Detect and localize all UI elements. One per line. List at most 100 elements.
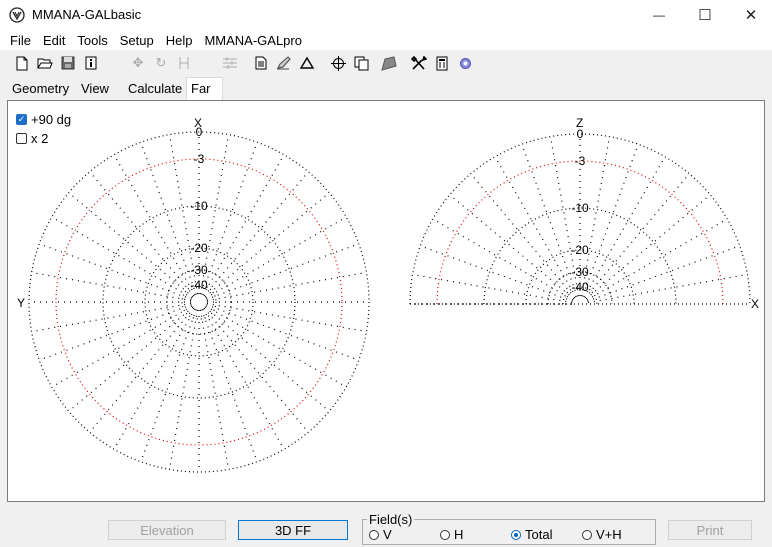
- shape-button[interactable]: [381, 55, 397, 71]
- rotate-icon: ↻: [155, 55, 167, 70]
- rotate-button[interactable]: ↻: [153, 55, 169, 71]
- align-button[interactable]: [222, 55, 238, 71]
- h-plot-spoke: [51, 216, 193, 299]
- open-folder-icon: [37, 58, 53, 69]
- field-vh-radio[interactable]: V+H: [582, 527, 622, 542]
- align-icon: [223, 57, 237, 69]
- h-plot-spoke: [203, 307, 309, 433]
- v-plot-spoke: [584, 173, 690, 299]
- crosshair-button[interactable]: [330, 55, 346, 71]
- h-plot-spoke: [140, 309, 197, 462]
- menu-edit[interactable]: Edit: [42, 33, 66, 48]
- h-plot-spoke: [31, 271, 192, 302]
- tools-button[interactable]: [411, 55, 427, 71]
- close-button[interactable]: ✕: [728, 0, 772, 30]
- pen-icon: [277, 56, 291, 70]
- shape-icon: [381, 55, 397, 71]
- move-button[interactable]: ✥: [130, 55, 146, 71]
- fields-group: [362, 519, 656, 545]
- save-icon: [61, 56, 75, 70]
- window-title: MMANA-GALbasic: [32, 7, 142, 22]
- h-plot-spoke: [68, 306, 194, 412]
- settings-button[interactable]: [457, 55, 473, 71]
- radio-circle-v: [369, 529, 379, 540]
- h-plot-spoke: [89, 307, 195, 433]
- h-plot-spoke: [204, 306, 330, 412]
- elevation-button[interactable]: Elevation: [108, 520, 226, 540]
- plus90-option[interactable]: ✓ +90 dg: [16, 112, 71, 127]
- open-button[interactable]: [37, 55, 53, 71]
- tab-geometry[interactable]: Geometry: [12, 81, 70, 96]
- crosshair-icon: [330, 55, 346, 71]
- new-file-button[interactable]: [14, 55, 30, 71]
- v-plot-ring-label: -40: [571, 280, 589, 294]
- plus90-checkbox[interactable]: ✓: [16, 114, 27, 125]
- tab-far-field-plots[interactable]: Far field plots: [186, 77, 224, 140]
- v-plot-ring-2: [483, 207, 677, 305]
- v-plot-ring-label: -3: [575, 154, 586, 168]
- close-icon: ✕: [744, 7, 758, 24]
- h-plot-spoke: [204, 192, 330, 298]
- stretch-button[interactable]: [176, 55, 192, 71]
- h-plot-spoke: [205, 305, 347, 388]
- h-plot-spoke: [168, 309, 199, 470]
- menu-setup[interactable]: Setup: [119, 33, 154, 48]
- v-plot-ring-1: [436, 160, 724, 305]
- v-plot-spoke: [521, 144, 578, 297]
- v-plot-ring-3: [525, 249, 635, 305]
- h-plot-spoke: [39, 243, 192, 300]
- pen-button[interactable]: [276, 55, 292, 71]
- horizontal-pattern-plot: 0 -3 -10 -20 -30-40: [28, 125, 370, 473]
- v-plot-spoke: [449, 194, 575, 300]
- h-plot-spoke: [113, 154, 196, 296]
- menu-bar: File Edit Tools Setup Help MMANA-GALpro: [0, 30, 772, 50]
- v-plot-spoke: [494, 156, 577, 298]
- calculator-button[interactable]: [434, 55, 450, 71]
- h-plot-spoke: [206, 302, 367, 333]
- print-button[interactable]: Print: [668, 520, 752, 540]
- polar-plots: 0-3-10-20-30-40 0-3-10-20-30-40 X Y Z X: [17, 116, 759, 473]
- field-total-radio[interactable]: Total: [511, 527, 552, 542]
- h-plot-spoke: [39, 304, 192, 361]
- menu-file[interactable]: File: [10, 33, 31, 48]
- copy-icon: [354, 56, 368, 70]
- v-plot-ring-label: 0: [577, 127, 584, 141]
- field-vh-label: V+H: [596, 527, 622, 542]
- h-plot-spoke: [201, 309, 258, 462]
- h-plot-ring-label: -3: [194, 152, 205, 166]
- maximize-button[interactable]: ☐: [682, 0, 728, 30]
- h-plot-ring-label: 0: [196, 125, 203, 139]
- v-plot-spoke: [583, 156, 666, 298]
- minimize-icon: —: [653, 8, 665, 22]
- app-logo-icon: [9, 7, 25, 23]
- field-v-radio[interactable]: V: [369, 527, 392, 542]
- field-h-label: H: [454, 527, 464, 542]
- tab-view[interactable]: View: [81, 81, 109, 96]
- h-plot-spoke: [51, 305, 193, 388]
- move-icon: ✥: [132, 55, 144, 70]
- v-axis-right-label: X: [751, 297, 759, 311]
- menu-help[interactable]: Help: [165, 33, 193, 48]
- save-button[interactable]: [60, 55, 76, 71]
- v-plot-ring-label: -10: [571, 201, 589, 215]
- menu-mmana-galpro[interactable]: MMANA-GALpro: [204, 33, 302, 48]
- menu-tools[interactable]: Tools: [77, 33, 108, 48]
- radio-circle-h: [440, 529, 450, 540]
- copy-button[interactable]: [353, 55, 369, 71]
- fields-legend: Field(s): [367, 512, 415, 527]
- x2-checkbox[interactable]: [16, 133, 27, 144]
- field-h-radio[interactable]: H: [440, 527, 463, 542]
- triangle-button[interactable]: [299, 55, 315, 71]
- minimize-button[interactable]: —: [636, 0, 682, 30]
- info-button[interactable]: [83, 55, 99, 71]
- h-plot-spoke: [202, 154, 285, 296]
- field-total-label: Total: [525, 527, 553, 542]
- v-axis-top-label: Z: [576, 116, 583, 130]
- h-plot-ring-1: [55, 158, 343, 446]
- x2-option[interactable]: x 2: [16, 131, 48, 146]
- 3d-ff-button[interactable]: 3D FF: [238, 520, 348, 540]
- h-plot-ring-label: -10: [190, 199, 208, 213]
- tab-calculate[interactable]: Calculate: [128, 81, 183, 96]
- document-button[interactable]: [253, 55, 269, 71]
- h-plot-ring-label: -40: [190, 278, 208, 292]
